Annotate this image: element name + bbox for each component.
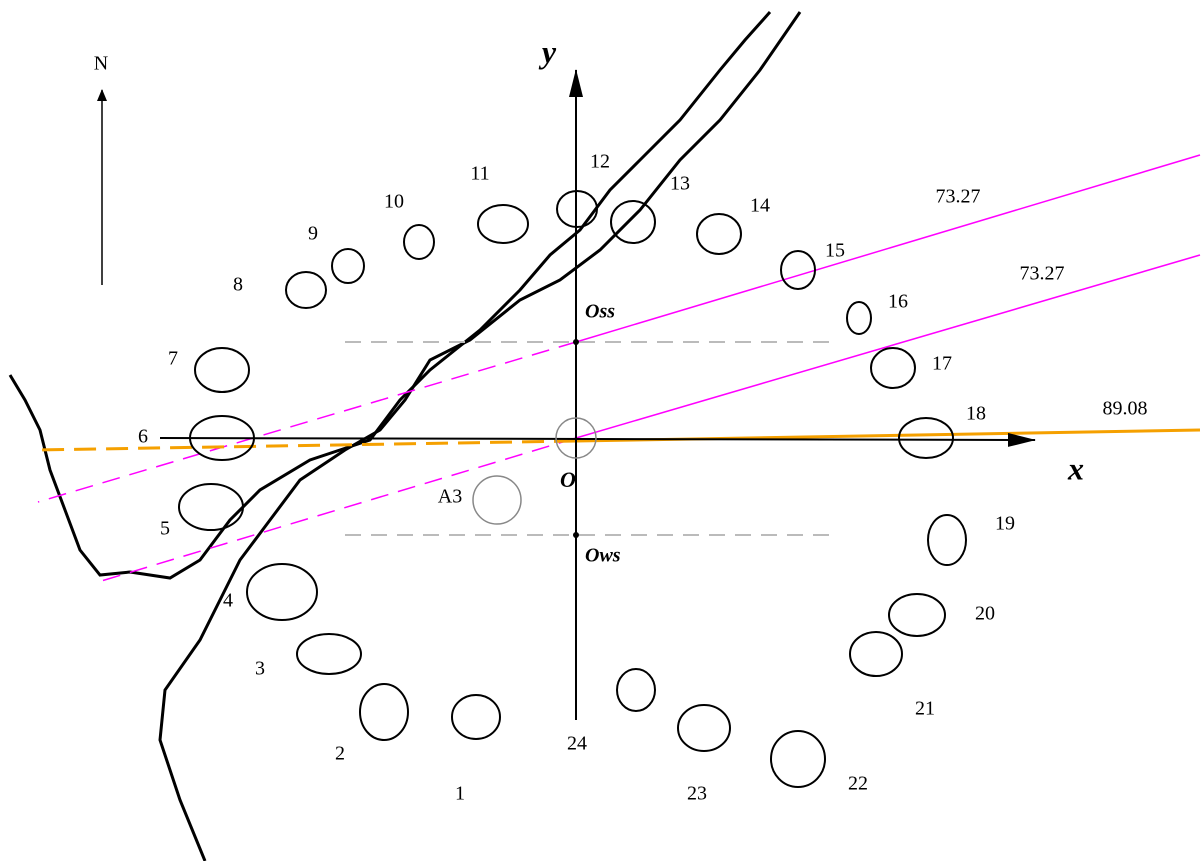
stone-label: 8 [233, 274, 243, 296]
stone-label: 22 [848, 773, 868, 795]
line-label: 73.27 [1020, 263, 1065, 285]
x-label: x [1067, 450, 1084, 486]
pink-line [575, 154, 1201, 343]
pink-line [37, 341, 577, 503]
stone-label: 13 [670, 173, 690, 195]
a3-label: A3 [438, 486, 462, 508]
stone [616, 668, 656, 712]
stone-label: 10 [384, 191, 404, 213]
stone-label: 12 [590, 151, 610, 173]
stone [696, 213, 742, 255]
stone [178, 483, 244, 531]
stone [556, 190, 598, 228]
x-axis [159, 432, 1036, 447]
stone-label: 15 [825, 240, 845, 262]
stone [780, 250, 816, 290]
stone-label: 3 [255, 658, 265, 680]
line-label: 73.27 [936, 186, 981, 208]
stone [285, 271, 327, 309]
y-label: y [538, 33, 557, 69]
stone-label: 11 [470, 163, 489, 185]
stone-label: 19 [995, 513, 1015, 535]
stone-label: 9 [308, 223, 318, 245]
ows-label: Ows [585, 545, 621, 567]
stone [898, 417, 954, 459]
stone [296, 633, 362, 675]
stone [189, 415, 255, 461]
stone [610, 200, 656, 244]
stone [246, 563, 318, 621]
point [573, 339, 579, 345]
stone-label: 23 [687, 783, 707, 805]
pink-line [97, 437, 577, 583]
origin-stone [555, 417, 597, 459]
stone-label: 16 [888, 291, 908, 313]
stone [331, 248, 365, 284]
stone [451, 694, 501, 740]
north-label: N [94, 53, 108, 75]
stone [846, 301, 872, 335]
oss-label: Oss [585, 301, 615, 323]
stone-label: 4 [223, 590, 233, 612]
stone [870, 347, 916, 389]
stone-label: 1 [455, 783, 465, 805]
stone [477, 204, 529, 244]
stone [927, 514, 967, 566]
stone-label: 7 [168, 348, 178, 370]
stone-label: 21 [915, 698, 935, 720]
stone [677, 704, 731, 752]
stone-label: 24 [567, 733, 587, 755]
stone [770, 730, 826, 788]
stone-label: 20 [975, 603, 995, 625]
stone-label: 14 [750, 195, 770, 217]
stone-label: 17 [932, 353, 952, 375]
point [573, 532, 579, 538]
line-label: 89.08 [1103, 398, 1148, 420]
stone [359, 683, 409, 741]
stone [849, 631, 903, 677]
stone-label: 2 [335, 743, 345, 765]
river-bank [158, 11, 802, 861]
river-bank [8, 11, 772, 580]
origin-label: O [560, 467, 576, 492]
stone-label: 18 [966, 403, 986, 425]
stone-label: 6 [138, 426, 148, 448]
stone [403, 224, 435, 260]
stone-a3 [472, 475, 522, 525]
stone [194, 347, 250, 393]
stone-label: 5 [160, 518, 170, 540]
orange-line [34, 439, 577, 452]
stone [888, 593, 946, 637]
pink-line [575, 254, 1201, 439]
